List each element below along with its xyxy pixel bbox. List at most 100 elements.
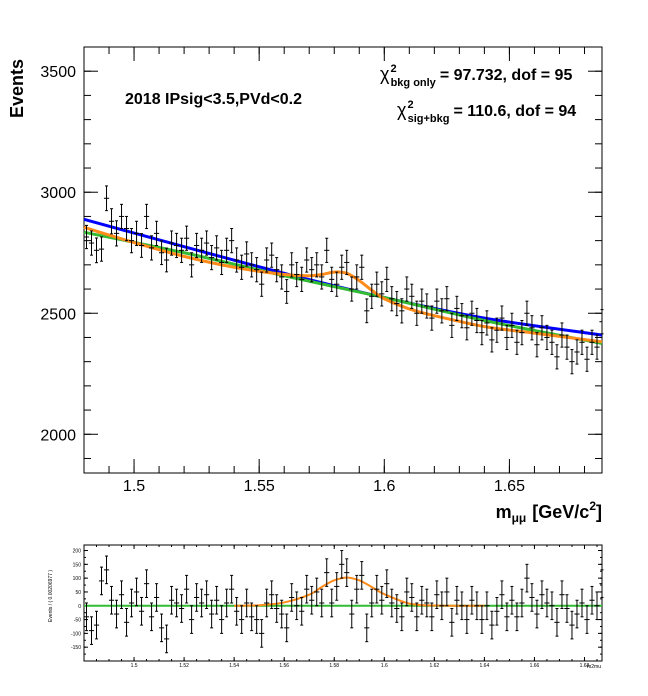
data-point — [489, 610, 495, 640]
data-point — [494, 317, 500, 343]
data-point — [464, 315, 470, 341]
data-point — [439, 591, 445, 621]
chi2-sig-bkg-label: χ2 sig+bkg = 110.6, dof = 94 — [397, 99, 576, 125]
y-tick-label: -50 — [74, 618, 81, 624]
data-point — [589, 329, 595, 355]
data-point — [284, 613, 290, 643]
x-tick-label: 1.68 — [580, 663, 590, 669]
data-point — [534, 332, 540, 358]
data-point — [133, 577, 140, 607]
data-point — [339, 550, 345, 579]
data-point — [369, 588, 375, 618]
data-point — [244, 588, 250, 618]
data-point — [319, 588, 325, 618]
data-point — [264, 588, 270, 618]
chi2-bkg-symbol: χ — [380, 64, 390, 84]
data-point — [384, 569, 390, 598]
data-point — [179, 594, 185, 623]
data-point — [279, 264, 285, 290]
data-point — [344, 249, 350, 276]
data-point — [309, 585, 315, 615]
data-point — [309, 257, 315, 283]
data-point — [334, 572, 340, 601]
data-point — [163, 624, 170, 654]
data-point — [324, 237, 330, 263]
data-point — [173, 588, 180, 618]
data-point — [509, 585, 515, 615]
data-point — [244, 241, 250, 267]
data-point — [364, 298, 370, 324]
y-tick-label: -150 — [71, 645, 81, 651]
data-point — [459, 303, 465, 329]
data-point — [544, 324, 550, 351]
data-point — [394, 594, 400, 623]
chi2-sig-symbol: χ — [397, 100, 407, 120]
x-tick-label: 1.5 — [131, 663, 138, 669]
data-point — [173, 232, 180, 259]
data-point — [108, 585, 115, 615]
chi2-bkg-sup: 2 — [390, 63, 396, 75]
data-point — [294, 591, 300, 621]
data-point — [514, 602, 520, 632]
data-point — [424, 293, 430, 319]
data-point — [434, 288, 440, 314]
data-point — [569, 349, 575, 375]
y-tick-label: 3500 — [40, 64, 76, 81]
x-tick-label: 1.6 — [381, 663, 388, 669]
x-title-m: m — [496, 502, 512, 522]
data-point — [509, 312, 515, 338]
data-point — [304, 247, 310, 273]
data-point — [118, 580, 125, 610]
data-point — [339, 254, 345, 280]
data-point — [194, 232, 200, 259]
data-point — [259, 271, 265, 297]
data-point — [524, 300, 530, 326]
data-point — [454, 295, 460, 322]
data-point — [133, 220, 140, 246]
data-point — [158, 240, 165, 266]
data-point — [409, 583, 415, 612]
data-point — [584, 346, 590, 372]
data-point — [103, 555, 110, 585]
chi2-sig-value: = 110.6, dof = 94 — [453, 103, 576, 120]
data-point — [534, 599, 540, 629]
data-point — [219, 249, 225, 276]
data-point — [429, 305, 435, 331]
main-data-points — [84, 185, 604, 375]
data-point — [153, 220, 160, 246]
data-point — [504, 324, 510, 351]
data-point — [369, 283, 375, 309]
data-point — [113, 599, 120, 629]
data-point — [274, 257, 280, 283]
data-point — [274, 594, 280, 623]
main-y-axis-title: Events — [7, 59, 27, 118]
data-point — [254, 605, 260, 634]
data-point — [189, 605, 195, 634]
data-point — [559, 580, 565, 610]
data-point — [329, 266, 335, 292]
data-point — [153, 583, 160, 612]
data-point — [579, 329, 585, 355]
chi2-sig-sup: 2 — [407, 99, 413, 111]
data-point — [239, 605, 245, 634]
data-point — [469, 300, 475, 326]
data-point — [229, 228, 235, 254]
data-point — [549, 329, 555, 355]
residual-y-axis-title: Events / ( 0.00206977 ) — [48, 570, 54, 622]
data-point — [108, 208, 115, 235]
y-tick-label: -100 — [71, 631, 81, 637]
data-point — [123, 608, 130, 637]
data-point — [219, 605, 225, 634]
data-point — [148, 235, 155, 261]
data-point — [499, 305, 505, 331]
data-point — [189, 252, 195, 278]
data-point — [459, 591, 465, 621]
data-point — [374, 271, 380, 297]
data-point — [143, 203, 150, 230]
data-point — [519, 588, 525, 618]
data-point — [184, 574, 190, 604]
data-point — [168, 585, 175, 615]
data-point — [279, 599, 285, 629]
